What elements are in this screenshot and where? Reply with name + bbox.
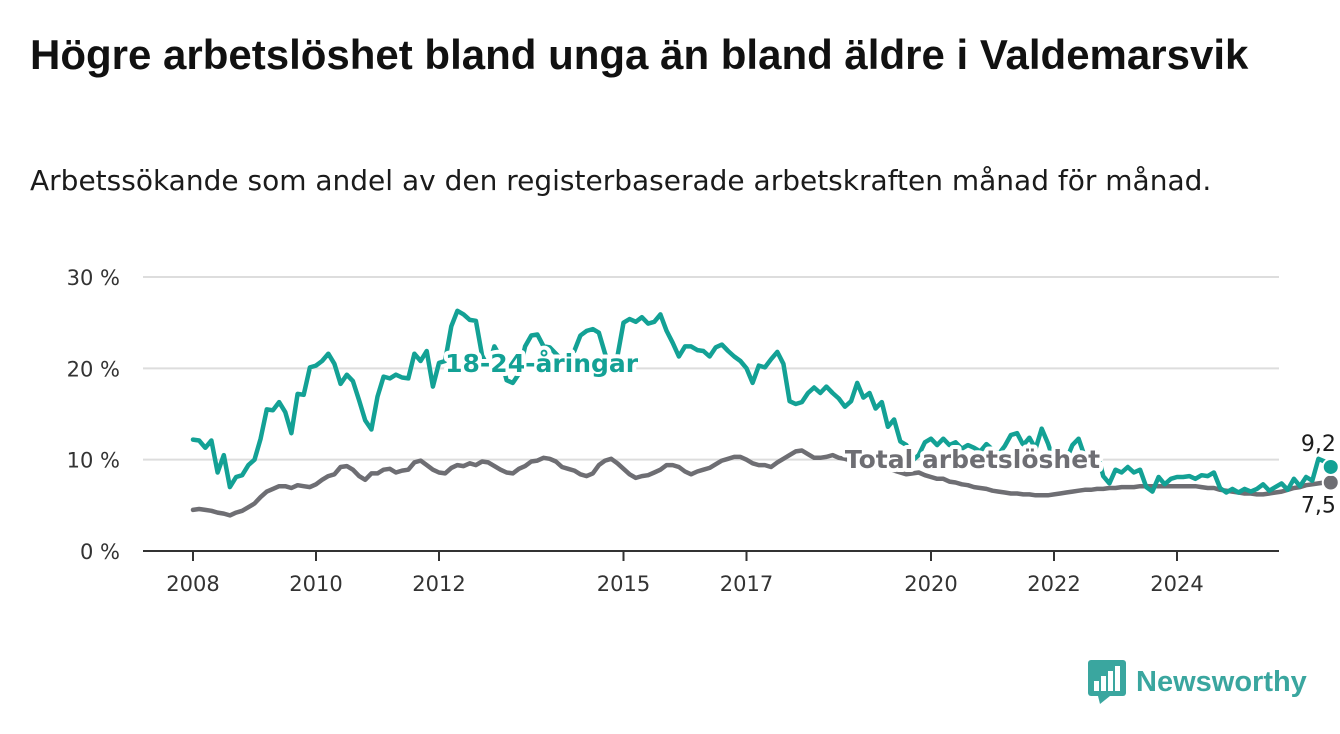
y-tick-label: 0 %: [80, 540, 120, 564]
series-line-18-24-åringar: [190, 308, 1334, 495]
end-value-total-arbetslöshet: 7,5 %: [1301, 494, 1340, 519]
y-axis-ticks: 0 % 10 % 20 % 30 %: [67, 266, 120, 564]
series-lines: [190, 308, 1334, 518]
series-label-total-arbetslöshet: Total arbetslöshet: [845, 445, 1100, 474]
x-tick-label: 2012: [412, 572, 465, 596]
newsworthy-brand[interactable]: Newsworthy: [1088, 660, 1307, 704]
y-tick-label: 10 %: [67, 449, 120, 473]
bar-chart-logo-icon: [1088, 660, 1126, 704]
x-tick-label: 2022: [1027, 572, 1080, 596]
y-gridlines: [143, 276, 1279, 552]
chart-subtitle: Arbetssökande som andel av den registerb…: [30, 164, 1212, 197]
x-tick-label: 2015: [597, 572, 650, 596]
series-line-total-arbetslöshet: [190, 448, 1334, 518]
chart-title: Högre arbetslöshet bland unga än bland ä…: [30, 31, 1249, 78]
x-tick-label: 2024: [1150, 572, 1203, 596]
x-tick-label: 2020: [904, 572, 957, 596]
y-tick-label: 30 %: [67, 266, 120, 290]
x-tick-label: 2017: [720, 572, 773, 596]
end-point-total-arbetslöshet: [1321, 473, 1340, 492]
brand-name: Newsworthy: [1136, 665, 1307, 698]
end-value-18-24-åringar: 9,2 %: [1301, 432, 1340, 457]
x-axis-ticks: 2008 2010 2012 2015 2017 2020 2022 2024: [166, 551, 1204, 596]
x-tick-label: 2010: [289, 572, 342, 596]
series-labels: 18-24-åringar Total arbetslöshet 9,2 % 7,5 …: [441, 345, 1340, 522]
y-tick-label: 20 %: [67, 357, 120, 381]
series-label-18-24-åringar: 18-24-åringar: [445, 349, 639, 378]
end-point-18-24-åringar: [1321, 457, 1340, 476]
x-tick-label: 2008: [166, 572, 219, 596]
